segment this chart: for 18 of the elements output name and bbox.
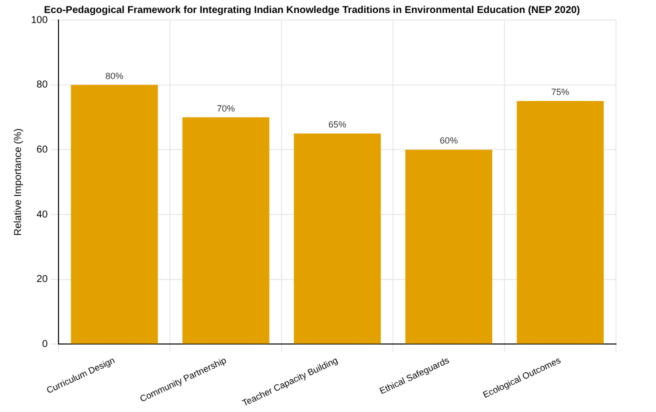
y-tick-label: 60 — [36, 144, 48, 156]
y-tick-label: 0 — [42, 338, 48, 350]
data-label: 80% — [105, 70, 124, 81]
data-label: 70% — [216, 103, 235, 114]
bar — [516, 101, 604, 344]
data-label: 65% — [328, 119, 346, 130]
y-axis-title: Relative Importance (%) — [12, 128, 24, 236]
y-tick-label: 20 — [36, 274, 48, 286]
y-tick-label: 100 — [30, 14, 48, 26]
bar — [294, 133, 381, 344]
y-tick-label: 40 — [36, 209, 48, 220]
bar — [182, 117, 270, 344]
data-label: 60% — [440, 136, 458, 146]
bar — [70, 84, 158, 344]
y-tick-label: 80 — [36, 80, 48, 91]
bar — [405, 150, 492, 344]
chart-title: Eco-Pedagogical Framework for Integrating Indian Knowledge Traditions in Environmental Education (NEP 2020) — [44, 4, 580, 16]
data-label: 75% — [551, 87, 570, 98]
